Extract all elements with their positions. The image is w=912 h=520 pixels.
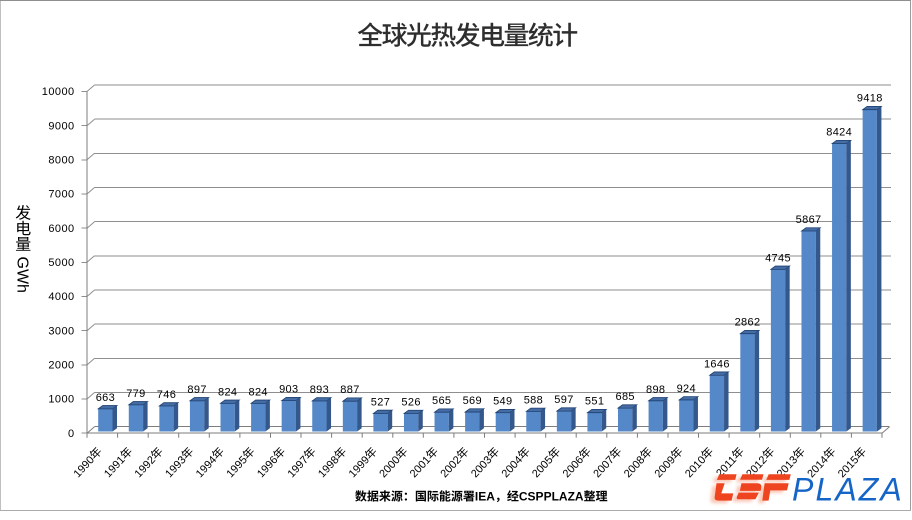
svg-text:8000: 8000 bbox=[48, 154, 74, 166]
svg-text:7000: 7000 bbox=[48, 189, 74, 201]
svg-text:2862: 2862 bbox=[735, 317, 761, 329]
svg-text:1000: 1000 bbox=[48, 394, 74, 406]
svg-text:588: 588 bbox=[524, 394, 543, 406]
svg-text:2000: 2000 bbox=[48, 360, 74, 372]
svg-text:685: 685 bbox=[615, 391, 634, 403]
svg-text:PLAZA: PLAZA bbox=[792, 471, 904, 507]
svg-text:551: 551 bbox=[585, 396, 604, 408]
svg-text:5867: 5867 bbox=[796, 214, 822, 226]
svg-text:549: 549 bbox=[493, 396, 512, 408]
svg-text:526: 526 bbox=[401, 397, 420, 409]
svg-text:903: 903 bbox=[279, 384, 298, 396]
svg-text:1646: 1646 bbox=[704, 358, 730, 370]
svg-text:887: 887 bbox=[340, 384, 359, 396]
svg-text:597: 597 bbox=[554, 394, 573, 406]
svg-text:9000: 9000 bbox=[48, 120, 74, 132]
svg-text:5000: 5000 bbox=[48, 257, 74, 269]
svg-text:4000: 4000 bbox=[48, 291, 74, 303]
svg-text:924: 924 bbox=[677, 383, 696, 395]
svg-text:6000: 6000 bbox=[48, 223, 74, 235]
svg-text:897: 897 bbox=[187, 384, 206, 396]
svg-text:893: 893 bbox=[310, 384, 329, 396]
svg-text:824: 824 bbox=[248, 386, 267, 398]
svg-text:663: 663 bbox=[96, 392, 115, 404]
svg-text:GWh: GWh bbox=[13, 257, 30, 293]
svg-text:779: 779 bbox=[126, 388, 145, 400]
svg-text:746: 746 bbox=[157, 389, 176, 401]
svg-text:10000: 10000 bbox=[42, 86, 75, 98]
svg-text:898: 898 bbox=[646, 384, 665, 396]
svg-text:9418: 9418 bbox=[857, 93, 883, 105]
svg-text:IEA: IEA bbox=[475, 490, 495, 504]
svg-text:527: 527 bbox=[371, 397, 390, 409]
svg-text:565: 565 bbox=[432, 395, 451, 407]
svg-text:4745: 4745 bbox=[765, 252, 791, 264]
svg-text:3000: 3000 bbox=[48, 325, 74, 337]
svg-text:824: 824 bbox=[218, 386, 237, 398]
svg-text:0: 0 bbox=[68, 428, 75, 440]
svg-text:569: 569 bbox=[463, 395, 482, 407]
svg-text:8424: 8424 bbox=[826, 127, 852, 139]
svg-text:CSPPLAZA: CSPPLAZA bbox=[519, 490, 584, 504]
